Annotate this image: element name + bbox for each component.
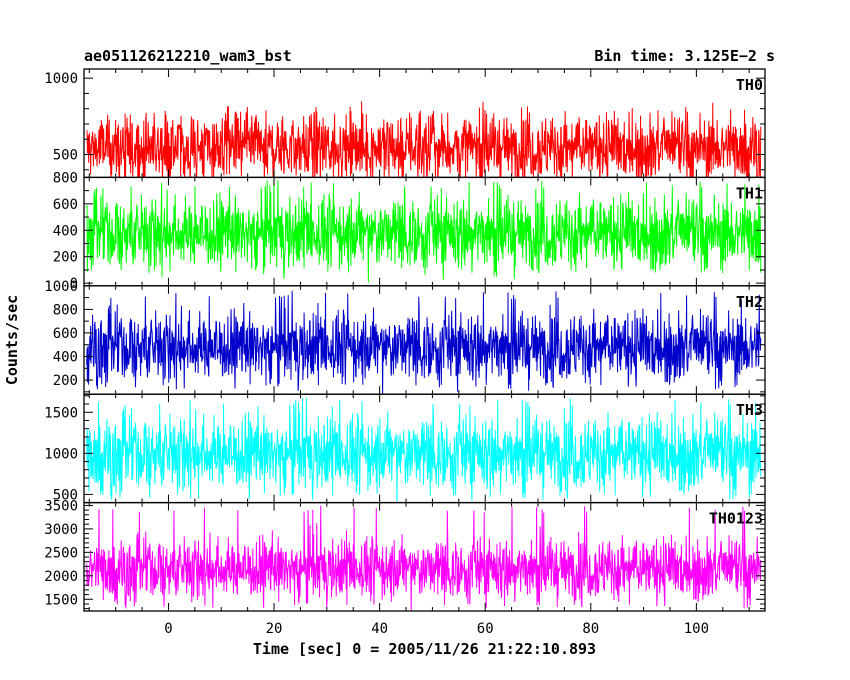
y-tick-label: 1500: [44, 592, 78, 608]
x-tick-labels: 0 20 40 60 80 100: [164, 621, 709, 637]
panel-label-th0: TH0: [736, 76, 763, 94]
chart-title-left: ae051126212210_wam3_bst: [84, 47, 292, 65]
x-tick-label: 40: [371, 621, 388, 637]
y-tick-label: 600: [53, 197, 78, 213]
x-tick-label: 60: [477, 621, 494, 637]
panel-stack: 500 1000 TH0 0 200 400 600 800 TH1 200 400 600 800 10…: [44, 68, 766, 612]
y-tick-label: 600: [53, 326, 78, 342]
panel-label-th2: TH2: [736, 293, 763, 311]
y-tick-label: 3500: [44, 498, 78, 514]
panel-label-th0123: TH0123: [709, 510, 763, 528]
series-line-th1: [86, 178, 762, 283]
panel-label-th3: TH3: [736, 401, 763, 419]
y-tick-label: 2000: [44, 569, 78, 585]
x-tick-label: 80: [582, 621, 599, 637]
y-tick-label: 1000: [44, 446, 78, 462]
y-tick-label: 1000: [44, 71, 78, 87]
panel-frame: [83, 501, 766, 612]
x-tick-label: 100: [684, 621, 709, 637]
y-tick-label: 3000: [44, 522, 78, 538]
y-tick-label: 500: [53, 487, 78, 503]
y-tick-label: 800: [53, 170, 78, 186]
y-tick-label: 500: [53, 147, 78, 163]
panel-th1: 0 200 400 600 800 TH1: [53, 170, 766, 292]
y-tick-label: 800: [53, 302, 78, 318]
series-line-th2: [86, 290, 762, 395]
y-tick-label: 200: [53, 373, 78, 389]
y-tick-label: 400: [53, 223, 78, 239]
panel-th0123: 1500 2000 2500 3000 3500 TH0123: [44, 498, 766, 612]
chart-title-right: Bin time: 3.125E−2 s: [594, 47, 775, 65]
y-tick-label: 0: [70, 276, 78, 292]
y-tick-label: 1500: [44, 405, 78, 421]
y-tick-label: 2500: [44, 545, 78, 561]
x-tick-label: 20: [266, 621, 283, 637]
y-tick-label: 400: [53, 349, 78, 365]
x-axis-label: Time [sec] 0 = 2005/11/26 21:22:10.893: [253, 640, 596, 658]
y-axis-label: Counts/sec: [3, 295, 21, 385]
panel-label-th1: TH1: [736, 184, 763, 202]
panel-th2: 200 400 600 800 1000 TH2: [44, 279, 766, 395]
y-tick-label: 200: [53, 250, 78, 266]
panel-th3: 500 1000 1500 TH3: [44, 393, 766, 503]
series-line-th0: [86, 101, 762, 178]
x-tick-label: 0: [164, 621, 172, 637]
series-line-th3: [86, 397, 762, 503]
panel-th0: 500 1000 TH0: [44, 68, 766, 179]
series-line-th0123: [86, 505, 762, 611]
y-tick-label: 1000: [44, 279, 78, 295]
